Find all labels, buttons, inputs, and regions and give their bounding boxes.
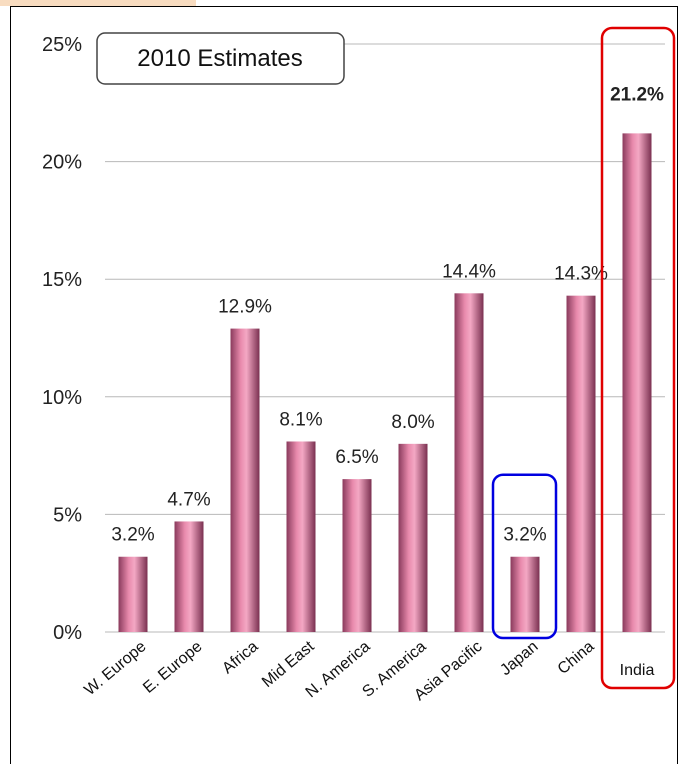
value-label: 8.1%	[279, 409, 322, 430]
chart-title: 2010 Estimates	[137, 45, 302, 72]
y-tick-label: 20%	[42, 152, 82, 174]
title-box: 2010 Estimates	[96, 32, 345, 85]
y-tick-label: 25%	[42, 34, 82, 56]
bar-africa	[230, 328, 260, 632]
value-label: 4.7%	[167, 489, 210, 510]
value-label: 14.3%	[554, 264, 608, 285]
highlight-box-india	[600, 26, 676, 690]
value-label: 8.0%	[391, 412, 434, 433]
category-label: Africa	[219, 638, 261, 677]
y-tick-label: 15%	[42, 269, 82, 291]
y-tick-label: 0%	[53, 622, 82, 644]
y-axis: 0% 5% 10% 15% 20% 25%	[42, 34, 82, 644]
bar-w-europe	[118, 556, 148, 632]
value-label: 21.2%	[610, 84, 664, 105]
value-label: 6.5%	[335, 447, 378, 468]
value-label: 3.2%	[503, 525, 546, 546]
bar-japan	[510, 556, 540, 632]
bar-s-america	[398, 443, 428, 632]
value-label: 12.9%	[218, 297, 272, 318]
bar-e-europe	[174, 521, 204, 632]
bar-mid-east	[286, 441, 316, 632]
bar-india	[622, 133, 652, 632]
category-label: W. Europe	[81, 638, 149, 699]
bar-asia-pacific	[454, 293, 484, 632]
highlight-boxes	[491, 26, 676, 690]
y-tick-label: 10%	[42, 387, 82, 409]
top-accent-strip	[0, 0, 196, 6]
bars	[118, 133, 652, 632]
category-label: Japan	[497, 638, 541, 679]
category-label: E. Europe	[140, 638, 206, 697]
value-label: 3.2%	[111, 525, 154, 546]
category-label: India	[620, 662, 655, 679]
value-label: 14.4%	[442, 261, 496, 282]
bar-n-america	[342, 479, 372, 632]
category-label: China	[555, 638, 598, 678]
y-tick-label: 5%	[53, 504, 82, 526]
value-labels: 3.2% 4.7% 12.9% 8.1% 6.5% 8.0% 14.4% 3.2% 14.3% 2…	[111, 84, 664, 545]
highlight-box-japan	[491, 473, 558, 640]
bar-china	[566, 295, 596, 632]
chart-frame	[10, 6, 678, 764]
